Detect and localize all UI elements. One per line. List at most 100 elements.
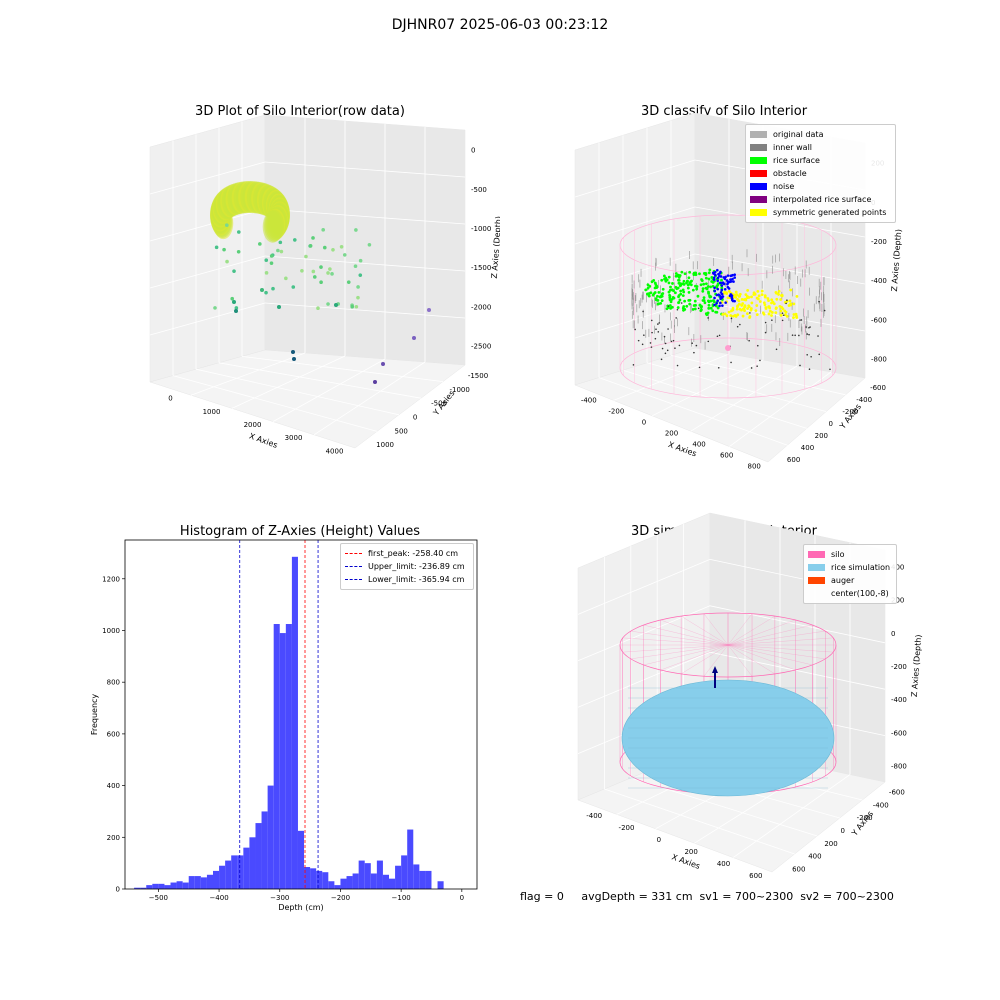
original-point <box>672 339 675 342</box>
symmetric-point <box>725 314 729 318</box>
noise-point <box>725 279 729 282</box>
raw-scatter-point <box>269 254 274 258</box>
raw-scatter-point <box>358 258 363 263</box>
panel1-x-tick-label: 2000 <box>244 421 262 429</box>
swatch-interpolated <box>750 196 767 203</box>
symmetric-point <box>744 298 748 302</box>
raw-scatter-point <box>276 248 280 253</box>
original-point <box>764 331 767 334</box>
raw-scatter-point <box>300 268 304 273</box>
original-point <box>794 334 796 337</box>
original-point <box>678 344 681 347</box>
symmetric-point <box>792 313 796 316</box>
noise-point <box>731 277 734 281</box>
noise-point <box>713 303 716 307</box>
noise-point <box>715 302 718 305</box>
panel4-y-tick-label: -200 <box>857 814 873 822</box>
silo-roof-wire <box>630 644 729 660</box>
panel1-y-tick-label: -500 <box>431 400 447 408</box>
panel1-grid-line <box>231 355 346 409</box>
raw-scatter-point <box>232 269 236 273</box>
panel1-x-tick-label: 3000 <box>285 434 303 442</box>
swatch-obstacle <box>750 170 767 177</box>
noise-point <box>716 268 719 272</box>
silo-roof-wire <box>660 619 729 646</box>
histogram-bar <box>310 868 317 889</box>
rice-surface-point <box>708 295 712 299</box>
raw-scatter-point <box>236 249 241 254</box>
raw-scatter-point <box>319 280 323 285</box>
raw-outlier-point <box>232 300 236 304</box>
panel1-grid-line <box>264 208 466 225</box>
rice-surface-point <box>667 281 671 285</box>
rice-surface-point <box>675 287 679 291</box>
histogram-bar <box>213 870 220 889</box>
panel1-z-axis-label: Z Axies (Depth) <box>490 216 500 279</box>
original-point <box>663 335 666 338</box>
original-point <box>808 333 810 336</box>
symmetric-point <box>760 293 764 296</box>
raw-scatter-point <box>356 295 360 300</box>
noise-point <box>718 304 721 308</box>
symmetric-point <box>741 314 745 318</box>
raw-scatter-point <box>342 253 347 257</box>
histogram-bar <box>134 887 141 889</box>
raw-scatter-point <box>222 247 226 252</box>
histogram-bar <box>170 882 177 889</box>
panel1-grid-line <box>149 255 266 289</box>
histogram-bar <box>182 882 189 889</box>
rice-surface-point <box>702 282 706 286</box>
symmetric-point <box>755 313 759 317</box>
noise-point <box>720 284 724 287</box>
rice-surface-point <box>673 291 677 295</box>
rice-surface-point <box>685 304 689 308</box>
raw-scatter-point <box>291 285 296 289</box>
original-point <box>691 342 693 345</box>
x-axis-label: Depth (cm) <box>278 903 323 912</box>
legend-item-rice-simulation: rice simulation <box>808 561 892 574</box>
legend-item-silo: silo <box>808 548 892 561</box>
original-point <box>655 328 657 330</box>
rice-surface-point <box>701 299 705 302</box>
rice-surface-point <box>701 287 705 291</box>
silo-roof-wire <box>727 644 796 671</box>
rice-surface-point <box>714 310 718 314</box>
panel4-grid-line <box>577 559 711 615</box>
noise-point <box>731 273 734 277</box>
symmetric-point <box>735 293 739 297</box>
symmetric-point <box>740 297 744 301</box>
rice-surface-point <box>670 305 674 309</box>
symmetric-point <box>777 290 781 293</box>
panel4-x-tick-label: 600 <box>749 872 762 880</box>
symmetric-point <box>731 314 735 318</box>
raw-outlier-point <box>234 309 238 313</box>
histogram-bar <box>206 874 213 889</box>
noise-point <box>720 288 724 292</box>
silo-roof-wire <box>727 613 753 646</box>
noise-point <box>719 301 722 305</box>
auger-marker <box>725 345 731 351</box>
raw-scatter-point <box>316 306 320 310</box>
rice-surface-point <box>647 292 651 295</box>
raw-outlier-point <box>334 303 338 307</box>
symmetric-point <box>779 309 783 313</box>
rice-surface-point <box>667 290 671 294</box>
histogram-bar <box>146 885 153 889</box>
panel4-legend: silo rice simulation auger center(100,-8… <box>803 544 897 604</box>
original-point <box>649 342 652 344</box>
raw-scatter-point <box>258 242 262 246</box>
original-point <box>759 359 761 362</box>
symmetric-point <box>789 288 793 292</box>
panel4-grid-line <box>604 788 795 855</box>
original-point <box>806 333 809 335</box>
symmetric-point <box>757 294 761 298</box>
raw-outlier-point <box>291 350 295 354</box>
panel2-grid-line <box>574 300 696 339</box>
rice-surface-point <box>652 279 656 282</box>
noise-point <box>718 281 722 285</box>
original-point <box>634 328 636 331</box>
symmetric-point <box>753 292 757 296</box>
symmetric-point <box>744 293 748 297</box>
raw-scatter-point <box>279 249 284 254</box>
symmetric-point <box>742 307 746 311</box>
